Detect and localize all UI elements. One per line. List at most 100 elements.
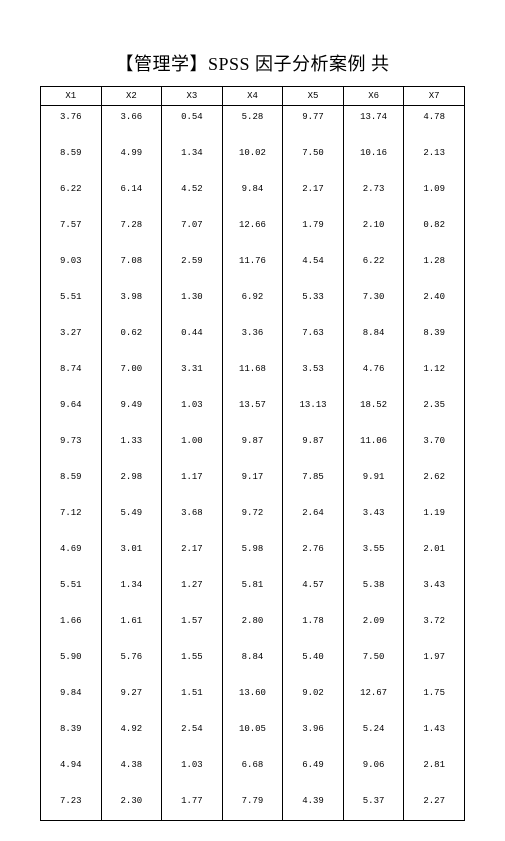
table-cell: 4.99: [101, 142, 162, 178]
table-cell: 10.16: [343, 142, 404, 178]
table-cell: 5.81: [222, 574, 283, 610]
table-cell: 7.23: [41, 790, 102, 821]
table-row: 5.905.761.558.845.407.501.97: [41, 646, 465, 682]
table-cell: 2.17: [283, 178, 344, 214]
table-cell: 6.49: [283, 754, 344, 790]
table-cell: 9.84: [222, 178, 283, 214]
table-cell: 11.68: [222, 358, 283, 394]
table-cell: 1.03: [162, 394, 223, 430]
table-cell: 7.57: [41, 214, 102, 250]
table-cell: 13.13: [283, 394, 344, 430]
table-cell: 2.54: [162, 718, 223, 754]
table-cell: 1.33: [101, 430, 162, 466]
table-cell: 1.28: [404, 250, 465, 286]
table-cell: 5.76: [101, 646, 162, 682]
table-cell: 0.82: [404, 214, 465, 250]
table-cell: 6.92: [222, 286, 283, 322]
table-cell: 3.43: [343, 502, 404, 538]
table-row: 8.394.922.5410.053.965.241.43: [41, 718, 465, 754]
table-cell: 7.50: [343, 646, 404, 682]
table-cell: 2.80: [222, 610, 283, 646]
table-cell: 1.30: [162, 286, 223, 322]
table-row: 8.594.991.3410.027.5010.162.13: [41, 142, 465, 178]
table-cell: 3.31: [162, 358, 223, 394]
table-cell: 12.66: [222, 214, 283, 250]
table-cell: 18.52: [343, 394, 404, 430]
table-cell: 7.30: [343, 286, 404, 322]
table-cell: 7.28: [101, 214, 162, 250]
table-cell: 2.40: [404, 286, 465, 322]
column-header: X3: [162, 87, 223, 106]
table-cell: 1.97: [404, 646, 465, 682]
table-cell: 9.87: [283, 430, 344, 466]
table-cell: 7.50: [283, 142, 344, 178]
table-cell: 4.76: [343, 358, 404, 394]
table-cell: 8.59: [41, 142, 102, 178]
table-cell: 5.51: [41, 286, 102, 322]
table-cell: 5.33: [283, 286, 344, 322]
table-cell: 9.27: [101, 682, 162, 718]
table-cell: 3.72: [404, 610, 465, 646]
table-cell: 3.01: [101, 538, 162, 574]
table-cell: 1.78: [283, 610, 344, 646]
column-header: X5: [283, 87, 344, 106]
table-cell: 13.57: [222, 394, 283, 430]
table-body: 3.763.660.545.289.7713.744.788.594.991.3…: [41, 106, 465, 821]
table-cell: 2.35: [404, 394, 465, 430]
table-cell: 9.73: [41, 430, 102, 466]
table-cell: 7.63: [283, 322, 344, 358]
table-cell: 3.66: [101, 106, 162, 143]
table-cell: 8.39: [41, 718, 102, 754]
page-title: 【管理学】SPSS 因子分析案例 共: [40, 50, 465, 76]
table-cell: 5.51: [41, 574, 102, 610]
table-cell: 2.30: [101, 790, 162, 821]
table-row: 3.270.620.443.367.638.848.39: [41, 322, 465, 358]
table-row: 6.226.144.529.842.172.731.09: [41, 178, 465, 214]
table-row: 1.661.611.572.801.782.093.72: [41, 610, 465, 646]
table-cell: 9.87: [222, 430, 283, 466]
table-row: 5.513.981.306.925.337.302.40: [41, 286, 465, 322]
table-cell: 5.38: [343, 574, 404, 610]
table-cell: 3.55: [343, 538, 404, 574]
table-cell: 6.22: [41, 178, 102, 214]
table-cell: 9.03: [41, 250, 102, 286]
table-cell: 2.73: [343, 178, 404, 214]
table-cell: 1.43: [404, 718, 465, 754]
table-cell: 2.81: [404, 754, 465, 790]
table-cell: 1.03: [162, 754, 223, 790]
table-cell: 1.51: [162, 682, 223, 718]
table-cell: 3.27: [41, 322, 102, 358]
table-cell: 7.00: [101, 358, 162, 394]
table-cell: 1.57: [162, 610, 223, 646]
table-cell: 9.91: [343, 466, 404, 502]
table-cell: 0.54: [162, 106, 223, 143]
table-cell: 1.77: [162, 790, 223, 821]
column-header: X6: [343, 87, 404, 106]
table-cell: 5.24: [343, 718, 404, 754]
table-cell: 5.37: [343, 790, 404, 821]
table-cell: 9.77: [283, 106, 344, 143]
table-cell: 6.14: [101, 178, 162, 214]
table-cell: 4.78: [404, 106, 465, 143]
table-cell: 2.13: [404, 142, 465, 178]
table-cell: 1.34: [101, 574, 162, 610]
table-cell: 3.96: [283, 718, 344, 754]
table-cell: 2.62: [404, 466, 465, 502]
table-row: 4.693.012.175.982.763.552.01: [41, 538, 465, 574]
table-cell: 8.84: [343, 322, 404, 358]
table-row: 7.125.493.689.722.643.431.19: [41, 502, 465, 538]
table-cell: 3.36: [222, 322, 283, 358]
table-cell: 1.19: [404, 502, 465, 538]
table-cell: 1.55: [162, 646, 223, 682]
table-cell: 8.84: [222, 646, 283, 682]
header-row: X1X2X3X4X5X6X7: [41, 87, 465, 106]
table-cell: 1.17: [162, 466, 223, 502]
data-table: X1X2X3X4X5X6X7 3.763.660.545.289.7713.74…: [40, 86, 465, 821]
table-cell: 3.43: [404, 574, 465, 610]
table-cell: 2.98: [101, 466, 162, 502]
table-cell: 2.01: [404, 538, 465, 574]
table-cell: 7.79: [222, 790, 283, 821]
table-cell: 1.27: [162, 574, 223, 610]
table-cell: 5.28: [222, 106, 283, 143]
table-cell: 2.17: [162, 538, 223, 574]
